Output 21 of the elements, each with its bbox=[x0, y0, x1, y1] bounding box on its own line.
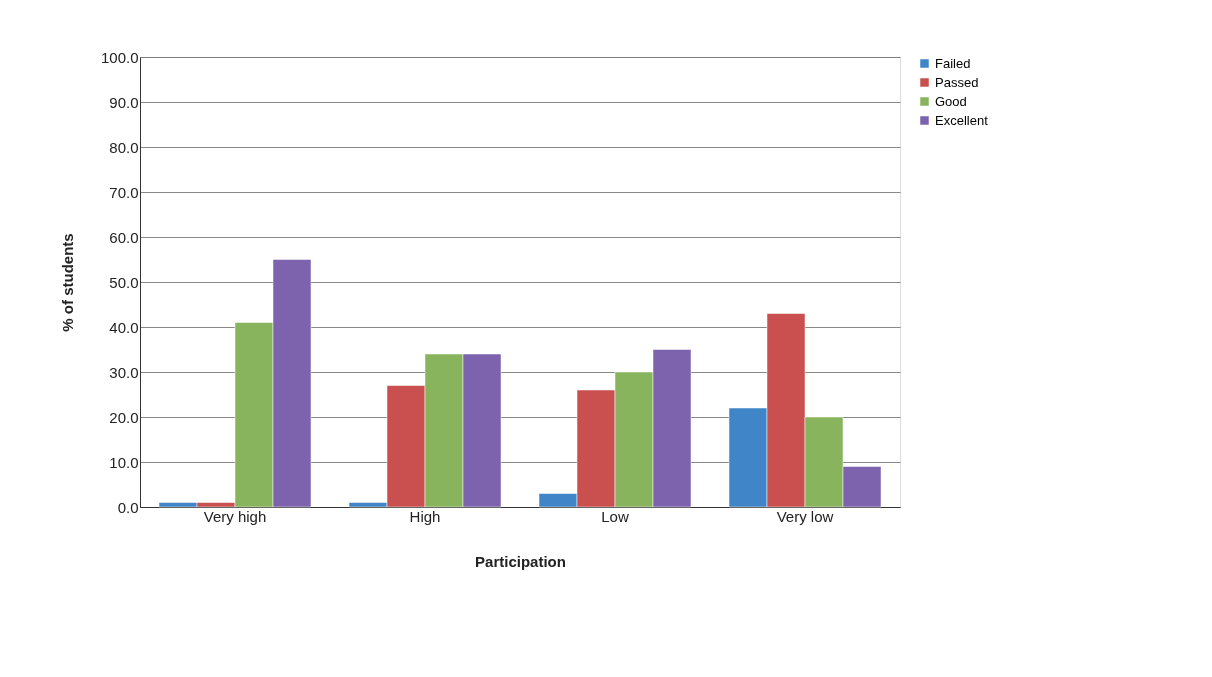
y-tick-label: 100.0 bbox=[100, 48, 139, 66]
y-tick-label: 90.0 bbox=[109, 93, 139, 111]
y-tick-label: 70.0 bbox=[109, 183, 139, 201]
y-tick-label: 40.0 bbox=[109, 318, 139, 336]
x-axis-title: Participation bbox=[475, 552, 566, 570]
y-tick-label: 20.0 bbox=[109, 408, 139, 426]
legend-label: Good bbox=[935, 93, 967, 109]
y-tick-label: 30.0 bbox=[109, 363, 139, 381]
x-tick-label: Very low bbox=[776, 507, 834, 525]
legend-label: Passed bbox=[935, 74, 979, 90]
y-tick-label: 10.0 bbox=[109, 453, 139, 471]
y-tick-label: 50.0 bbox=[109, 273, 139, 291]
y-axis-title: % of students bbox=[58, 233, 76, 332]
x-tick-label: High bbox=[409, 507, 441, 525]
y-tick-label: 60.0 bbox=[109, 228, 139, 246]
y-tick-label: 80.0 bbox=[109, 138, 139, 156]
y-tick-label: 0.0 bbox=[117, 498, 139, 516]
x-tick-label: Very high bbox=[203, 507, 267, 525]
legend-label: Excellent bbox=[935, 112, 989, 128]
legend-label: Failed bbox=[935, 55, 971, 71]
x-tick-label: Low bbox=[601, 507, 629, 525]
